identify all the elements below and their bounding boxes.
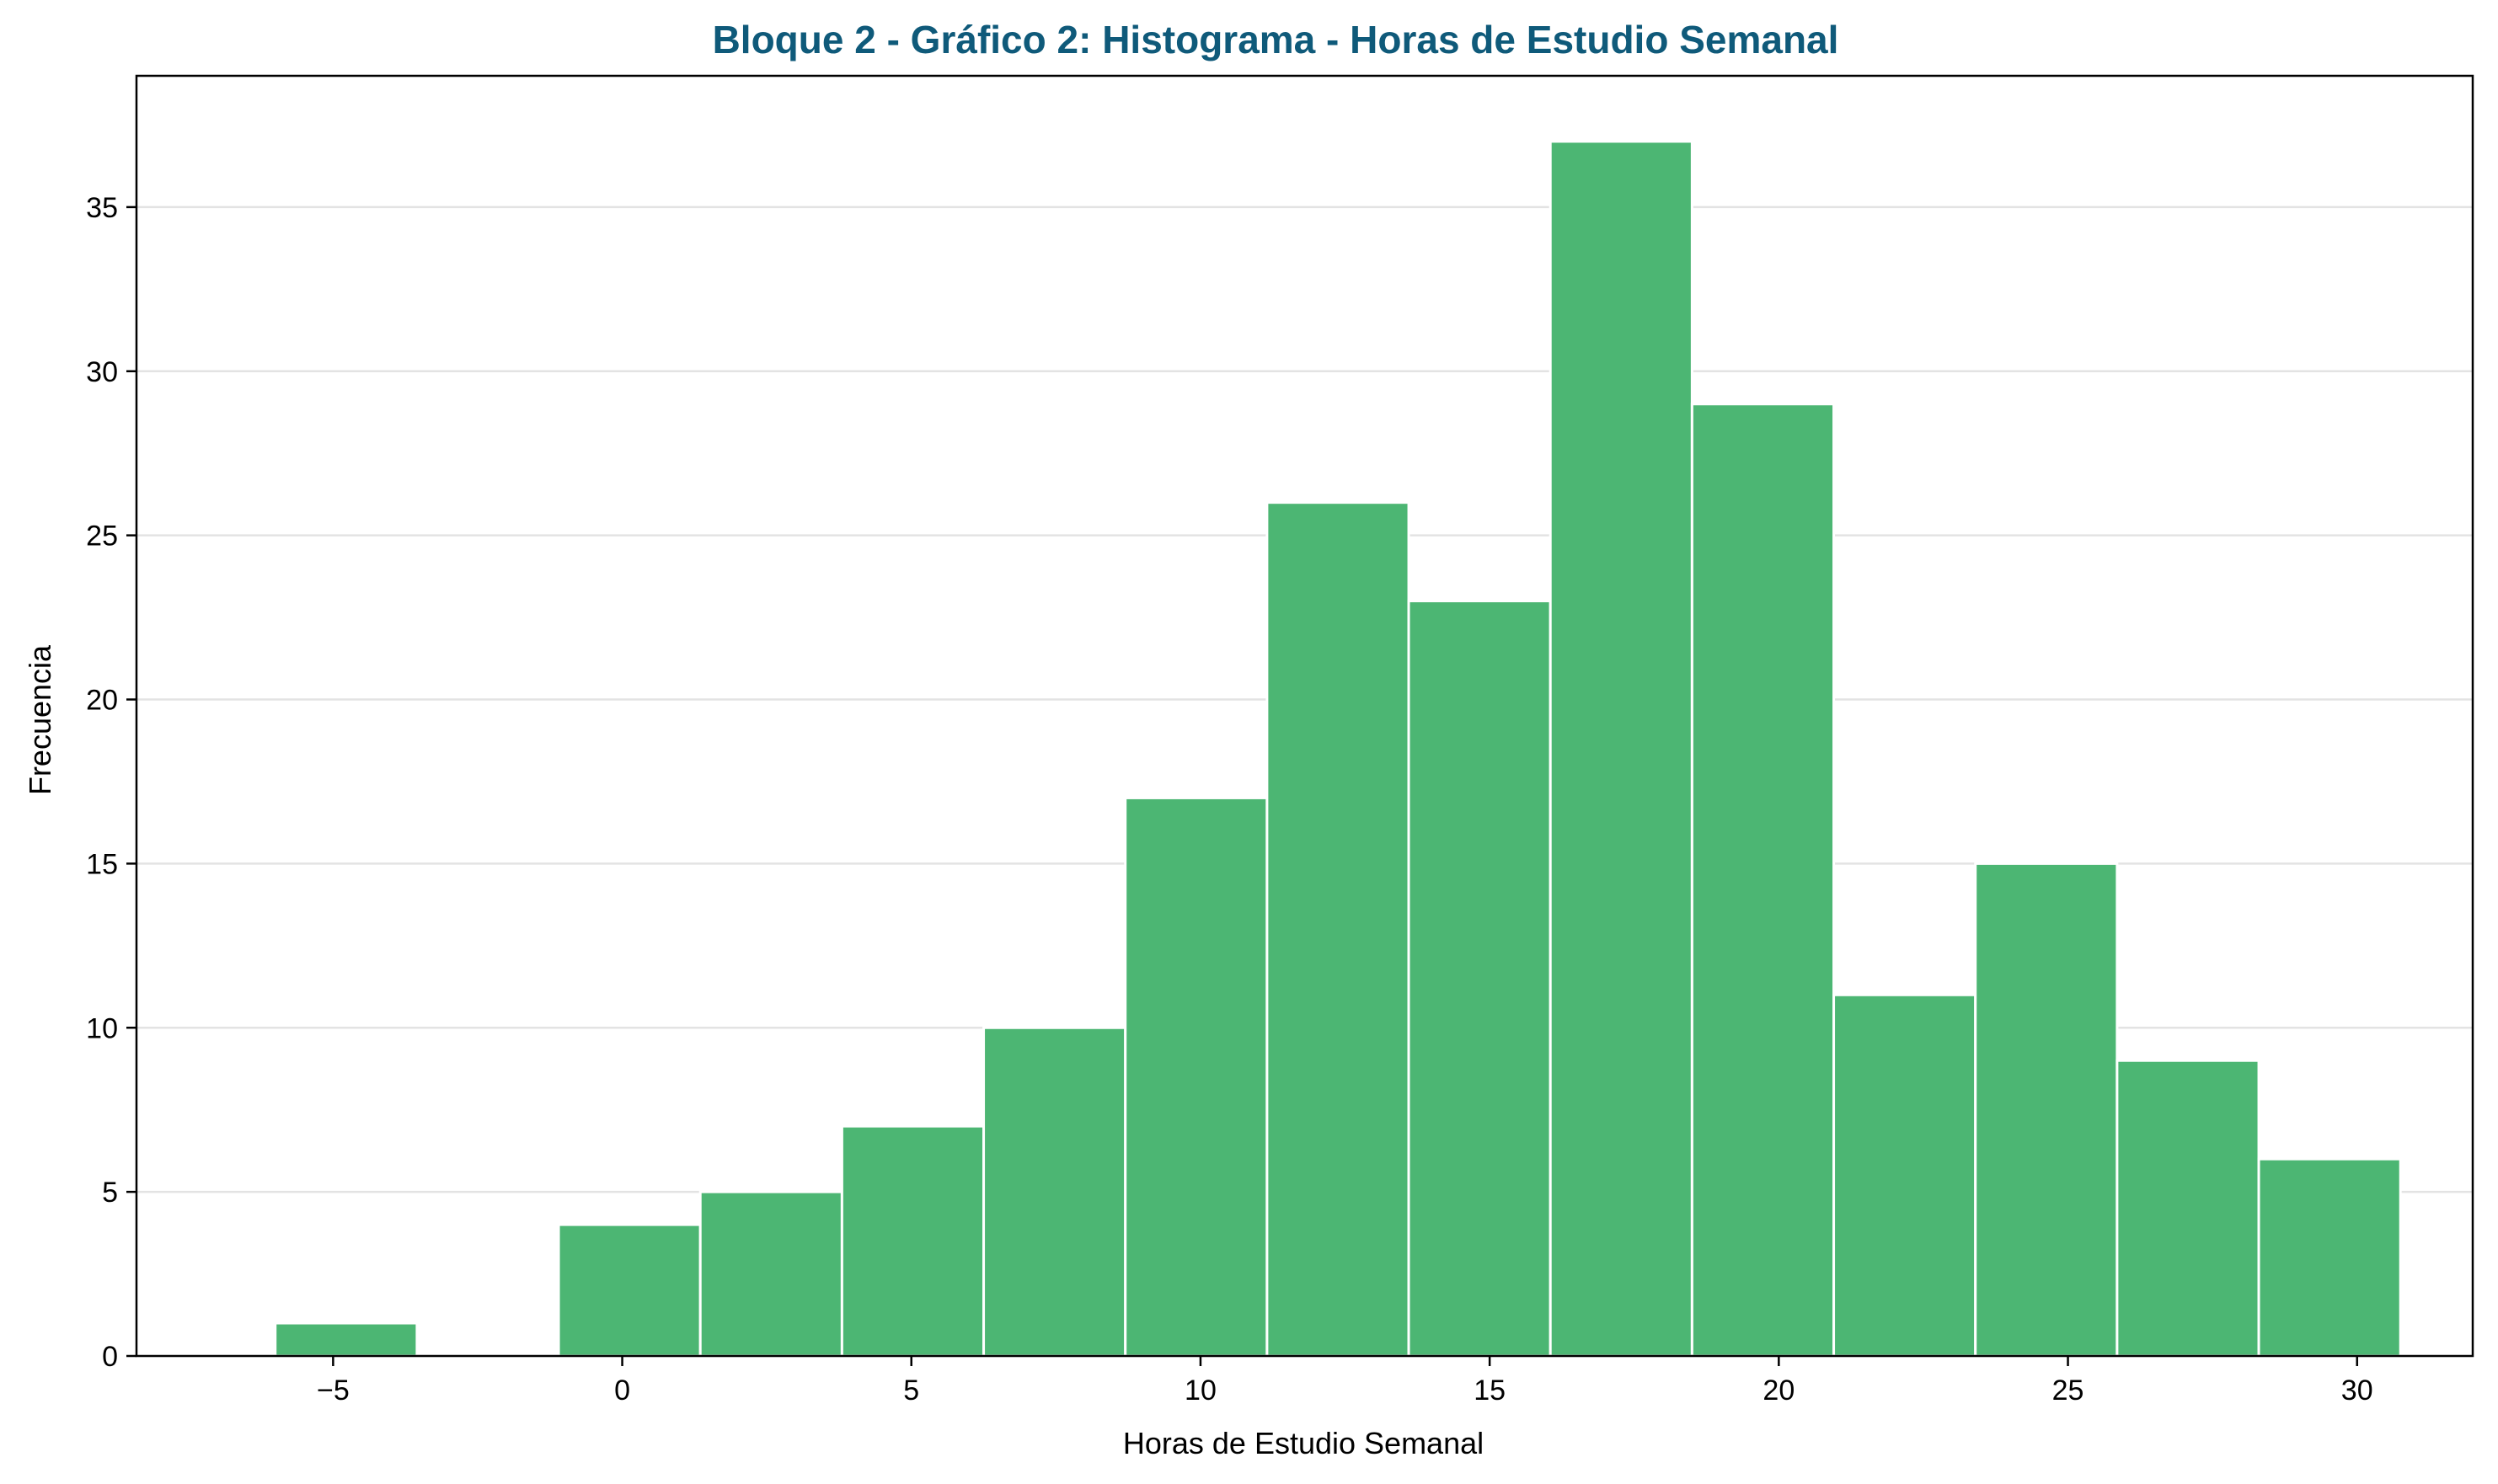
y-tick-label: 10 xyxy=(86,1012,118,1044)
x-tick-label: 5 xyxy=(903,1375,919,1407)
histogram-bar xyxy=(2257,1157,2402,1358)
histogram-bar xyxy=(1124,796,1269,1358)
y-axis-ticks: 0 5 10 15 20 25 30 35 xyxy=(86,192,136,1373)
x-axis-ticks: −5 0 5 10 15 20 25 30 xyxy=(317,1356,2373,1407)
histogram-bar xyxy=(1832,993,1977,1358)
histogram-bar xyxy=(274,1321,419,1358)
x-tick-label: −5 xyxy=(317,1375,350,1407)
histogram-bar xyxy=(2116,1059,2260,1358)
histogram-bar xyxy=(1974,862,2119,1358)
x-tick-label: 25 xyxy=(2052,1375,2084,1407)
bars xyxy=(274,140,2402,1358)
y-tick-label: 25 xyxy=(86,520,118,552)
y-tick-label: 0 xyxy=(102,1341,118,1373)
x-tick-label: 15 xyxy=(1474,1375,1506,1407)
histogram-bar xyxy=(1549,140,1693,1358)
y-tick-label: 5 xyxy=(102,1177,118,1209)
chart-title: Bloque 2 - Gráfico 2: Histograma - Horas… xyxy=(713,18,1839,61)
x-tick-label: 10 xyxy=(1185,1375,1217,1407)
histogram-bar xyxy=(698,1190,843,1358)
histogram-bar xyxy=(557,1223,702,1358)
plot-frame xyxy=(135,74,2474,1358)
x-tick-label: 30 xyxy=(2341,1375,2373,1407)
y-tick-label: 20 xyxy=(86,685,118,717)
y-tick-label: 30 xyxy=(86,356,118,388)
histogram-bar xyxy=(1690,403,1836,1358)
y-tick-label: 35 xyxy=(86,192,118,224)
x-axis-label: Horas de Estudio Semanal xyxy=(1123,1426,1484,1460)
histogram-bar xyxy=(982,1026,1127,1358)
x-tick-label: 0 xyxy=(614,1375,630,1407)
y-tick-label: 15 xyxy=(86,848,118,880)
histogram-bar xyxy=(1265,501,1410,1358)
histogram-bar xyxy=(840,1124,986,1358)
x-tick-label: 20 xyxy=(1763,1375,1795,1407)
y-axis-label: Frecuencia xyxy=(23,644,57,795)
histogram-bar xyxy=(1407,600,1552,1358)
